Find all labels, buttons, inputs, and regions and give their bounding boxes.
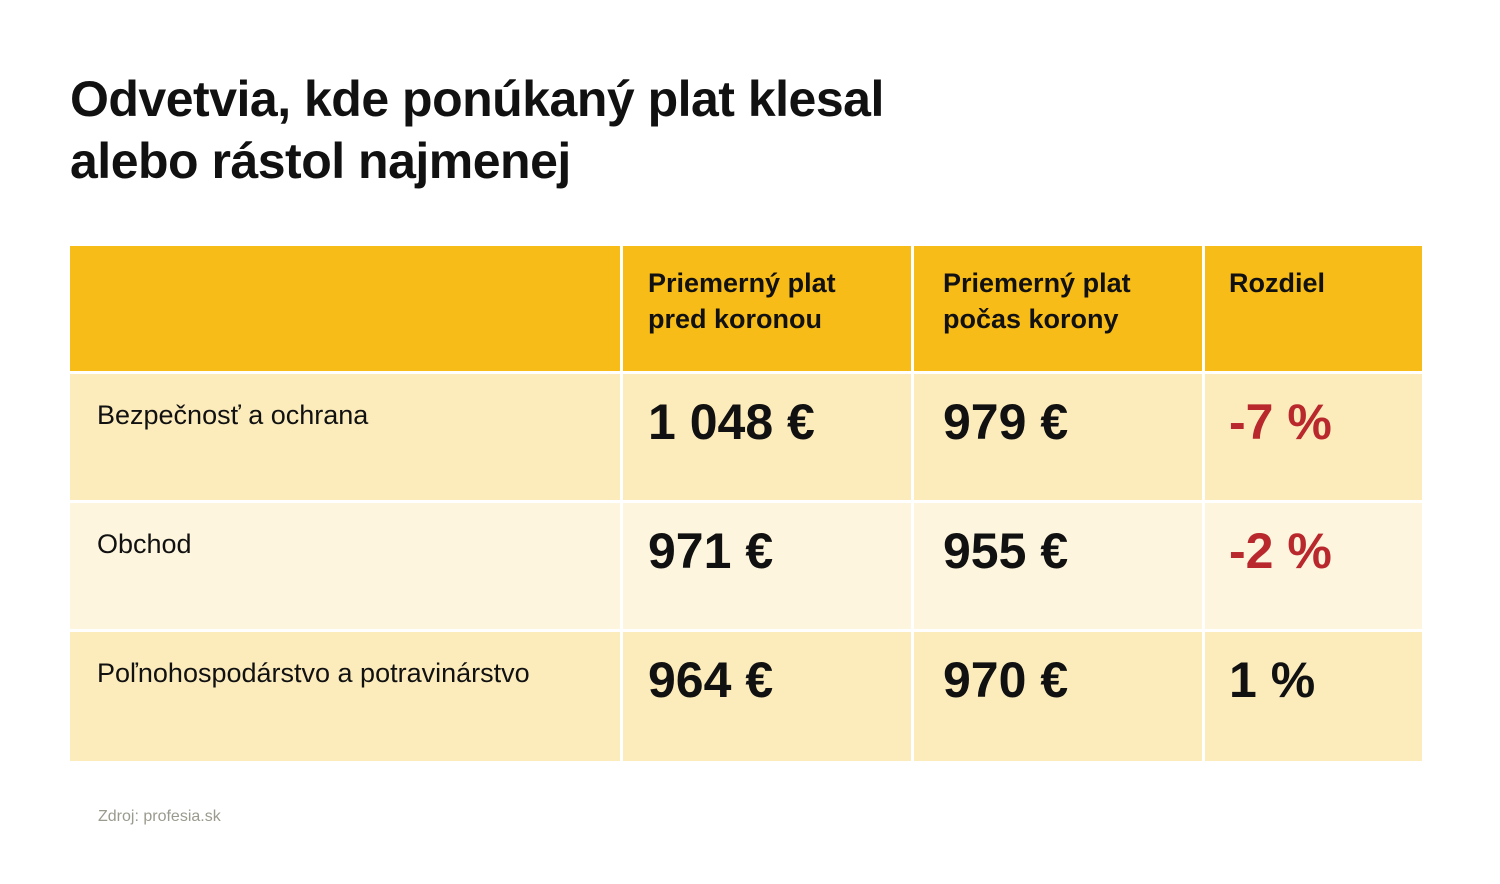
header-row: Priemerný plat pred koronou Priemerný pl… — [70, 246, 1422, 374]
source-note: Zdroj: profesia.sk — [98, 808, 221, 825]
salary-before-cell: 964 € — [623, 632, 914, 761]
salary-during-cell: 979 € — [914, 374, 1205, 503]
difference-cell: -2 % — [1205, 503, 1422, 632]
salary-during-cell: 970 € — [914, 632, 1205, 761]
sector-cell: Bezpečnosť a ochrana — [70, 374, 623, 503]
header-salary-during-line-2: počas korony — [943, 304, 1119, 334]
table-row: Obchod 971 € 955 € -2 % — [70, 503, 1422, 632]
salary-before-cell: 1 048 € — [623, 374, 914, 503]
sector-cell: Obchod — [70, 503, 623, 632]
header-difference-label: Rozdiel — [1229, 268, 1326, 298]
header-salary-before-line-1: Priemerný plat — [648, 268, 836, 298]
header-salary-before-line-2: pred koronou — [648, 304, 822, 334]
difference-cell: -7 % — [1205, 374, 1422, 503]
salary-before-cell: 971 € — [623, 503, 914, 632]
header-salary-during: Priemerný plat počas korony — [914, 246, 1205, 374]
header-salary-during-line-1: Priemerný plat — [943, 268, 1131, 298]
title-line-2: alebo rástol najmenej — [70, 133, 571, 189]
table-row: Poľnohospodárstvo a potravinárstvo 964 €… — [70, 632, 1422, 761]
sector-cell: Poľnohospodárstvo a potravinárstvo — [70, 632, 623, 761]
difference-cell: 1 % — [1205, 632, 1422, 761]
header-difference: Rozdiel — [1205, 246, 1422, 374]
salary-during-cell: 955 € — [914, 503, 1205, 632]
page-title: Odvetvia, kde ponúkaný plat klesal alebo… — [70, 68, 884, 192]
header-sector — [70, 246, 623, 374]
salary-table: Priemerný plat pred koronou Priemerný pl… — [70, 246, 1422, 761]
header-salary-before: Priemerný plat pred koronou — [623, 246, 914, 374]
title-line-1: Odvetvia, kde ponúkaný plat klesal — [70, 71, 884, 127]
table-row: Bezpečnosť a ochrana 1 048 € 979 € -7 % — [70, 374, 1422, 503]
